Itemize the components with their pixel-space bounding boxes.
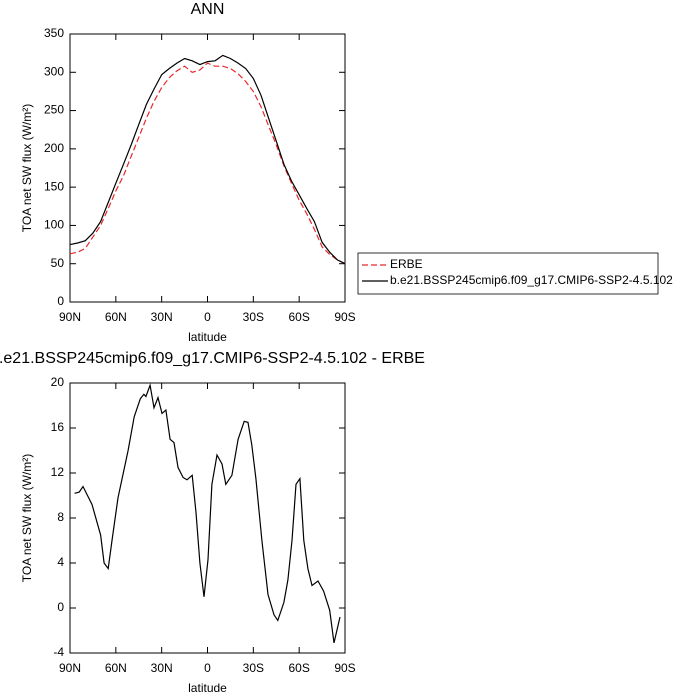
y-tick-label: 350 [44,26,64,40]
x-tick-label: 60N [105,661,127,675]
chart-title: b.e21.BSSP245cmip6.f09_g17.CMIP6-SSP2-4.… [0,350,425,367]
x-tick-label: 60N [105,310,127,324]
plot-frame [69,382,346,654]
y-tick-label: 150 [44,179,64,193]
x-axis-label: latitude [188,330,227,344]
x-tick-label: 30S [243,310,264,324]
plot-frame [69,33,346,303]
y-tick-label: 4 [57,555,64,569]
y-tick-label: 20 [51,375,65,389]
y-axis-label: TOA net SW flux (W/m²) [20,104,34,232]
y-axis-label: TOA net SW flux (W/m²) [20,454,34,582]
y-tick-label: 50 [51,256,65,270]
x-axis-label: latitude [188,681,227,695]
y-tick-label: 0 [57,294,64,308]
y-tick-label: -4 [53,645,64,659]
x-tick-label: 90N [59,310,81,324]
legend-box [357,252,659,295]
y-tick-label: 100 [44,218,64,232]
y-tick-label: 16 [51,420,65,434]
y-tick-label: 8 [57,510,64,524]
x-tick-label: 60S [288,661,309,675]
x-tick-label: 0 [204,310,211,324]
x-tick-label: 90N [59,661,81,675]
x-tick-label: 60S [288,310,309,324]
data-line [74,383,341,644]
y-tick-label: 300 [44,64,64,78]
y-tick-label: 0 [57,600,64,614]
y-tick-label: 250 [44,103,64,117]
chart-title: ANN [191,1,225,18]
x-tick-label: 30S [243,661,264,675]
y-tick-label: 12 [51,465,65,479]
data-line [69,62,346,265]
x-tick-label: 30N [151,661,173,675]
legend-label: ERBE [390,257,423,271]
y-tick-label: 200 [44,141,64,155]
data-line [69,54,346,265]
x-tick-label: 0 [204,661,211,675]
legend-label: b.e21.BSSP245cmip6.f09_g17.CMIP6-SSP2-4.… [390,273,673,287]
x-tick-label: 90S [334,661,355,675]
x-tick-label: 30N [151,310,173,324]
x-tick-label: 90S [334,310,355,324]
